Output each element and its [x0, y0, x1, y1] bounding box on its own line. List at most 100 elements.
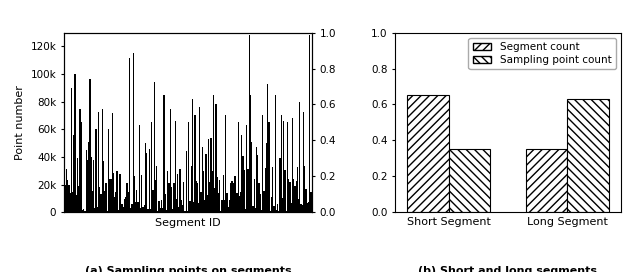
Bar	[287, 122, 288, 212]
Bar	[147, 209, 148, 212]
Bar	[269, 211, 271, 212]
Bar	[92, 191, 93, 212]
Bar	[125, 197, 126, 212]
Bar	[567, 99, 609, 212]
Bar	[145, 143, 146, 212]
Bar	[298, 199, 300, 212]
Bar	[123, 207, 124, 212]
Bar	[135, 202, 136, 212]
Bar	[235, 176, 236, 212]
Bar	[208, 139, 209, 212]
Bar	[154, 82, 155, 212]
Bar	[251, 142, 252, 212]
Bar	[284, 170, 285, 212]
Bar	[288, 179, 289, 212]
Bar	[186, 151, 187, 212]
Bar	[310, 193, 312, 212]
Bar	[268, 122, 269, 212]
Y-axis label: Point number: Point number	[15, 85, 25, 160]
Bar	[88, 142, 90, 212]
Bar	[172, 209, 173, 212]
Bar	[449, 149, 490, 212]
Bar	[244, 170, 245, 212]
Bar	[300, 102, 301, 212]
Bar	[220, 211, 221, 212]
Bar	[229, 200, 230, 212]
Bar	[228, 207, 229, 212]
Bar	[93, 160, 94, 212]
Bar	[173, 183, 175, 212]
Bar	[68, 185, 70, 212]
Bar	[195, 181, 196, 212]
Bar	[236, 193, 237, 212]
Bar	[280, 158, 281, 212]
Bar	[260, 194, 261, 212]
Bar	[118, 210, 119, 212]
Bar	[294, 186, 296, 212]
Bar	[66, 169, 67, 212]
Bar	[193, 202, 195, 212]
Bar	[114, 197, 115, 212]
Bar	[283, 121, 284, 212]
Bar	[199, 107, 200, 212]
Bar	[297, 167, 298, 212]
Bar	[164, 194, 166, 212]
Bar	[281, 116, 282, 212]
Bar	[256, 147, 257, 212]
Bar	[98, 112, 99, 212]
Bar	[203, 171, 204, 212]
Bar	[198, 203, 199, 212]
Bar	[237, 122, 239, 212]
Bar	[292, 118, 293, 212]
Bar	[215, 104, 216, 212]
Bar	[187, 211, 188, 212]
Bar	[305, 189, 307, 212]
Bar	[111, 113, 113, 212]
Bar	[138, 202, 139, 212]
Bar	[129, 58, 130, 212]
Bar	[264, 191, 265, 212]
Bar	[255, 208, 256, 212]
Bar	[115, 192, 116, 212]
Bar	[108, 129, 109, 212]
Bar	[224, 200, 225, 212]
Bar	[155, 180, 156, 212]
Bar	[176, 199, 177, 212]
Bar	[71, 88, 72, 212]
Bar	[73, 135, 74, 212]
Bar	[126, 183, 127, 212]
Bar	[250, 95, 251, 212]
Legend: Segment count, Sampling point count: Segment count, Sampling point count	[468, 38, 616, 69]
Bar	[223, 175, 224, 212]
Bar	[87, 160, 88, 212]
Bar	[178, 207, 179, 212]
Bar	[100, 194, 102, 212]
X-axis label: Segment ID: Segment ID	[156, 218, 221, 228]
Bar	[95, 129, 97, 212]
Text: (a) Sampling points on segments: (a) Sampling points on segments	[84, 266, 291, 272]
Bar	[307, 203, 308, 212]
Bar	[162, 208, 163, 212]
Bar	[219, 180, 220, 212]
Bar	[67, 180, 68, 212]
Bar	[207, 195, 208, 212]
Bar	[296, 181, 297, 212]
Bar	[265, 168, 266, 212]
Bar	[205, 154, 207, 212]
Bar	[180, 200, 182, 212]
Bar	[188, 122, 189, 212]
Bar	[78, 186, 79, 212]
Bar	[102, 109, 103, 212]
Bar	[262, 116, 264, 212]
Bar	[148, 149, 150, 212]
Bar	[252, 206, 253, 212]
Bar	[122, 204, 123, 212]
Bar	[127, 192, 129, 212]
Bar	[202, 147, 203, 212]
Bar	[76, 196, 77, 212]
Bar	[214, 188, 215, 212]
Bar	[239, 196, 240, 212]
Bar	[189, 201, 191, 212]
Bar	[143, 205, 145, 212]
Bar	[196, 183, 198, 212]
